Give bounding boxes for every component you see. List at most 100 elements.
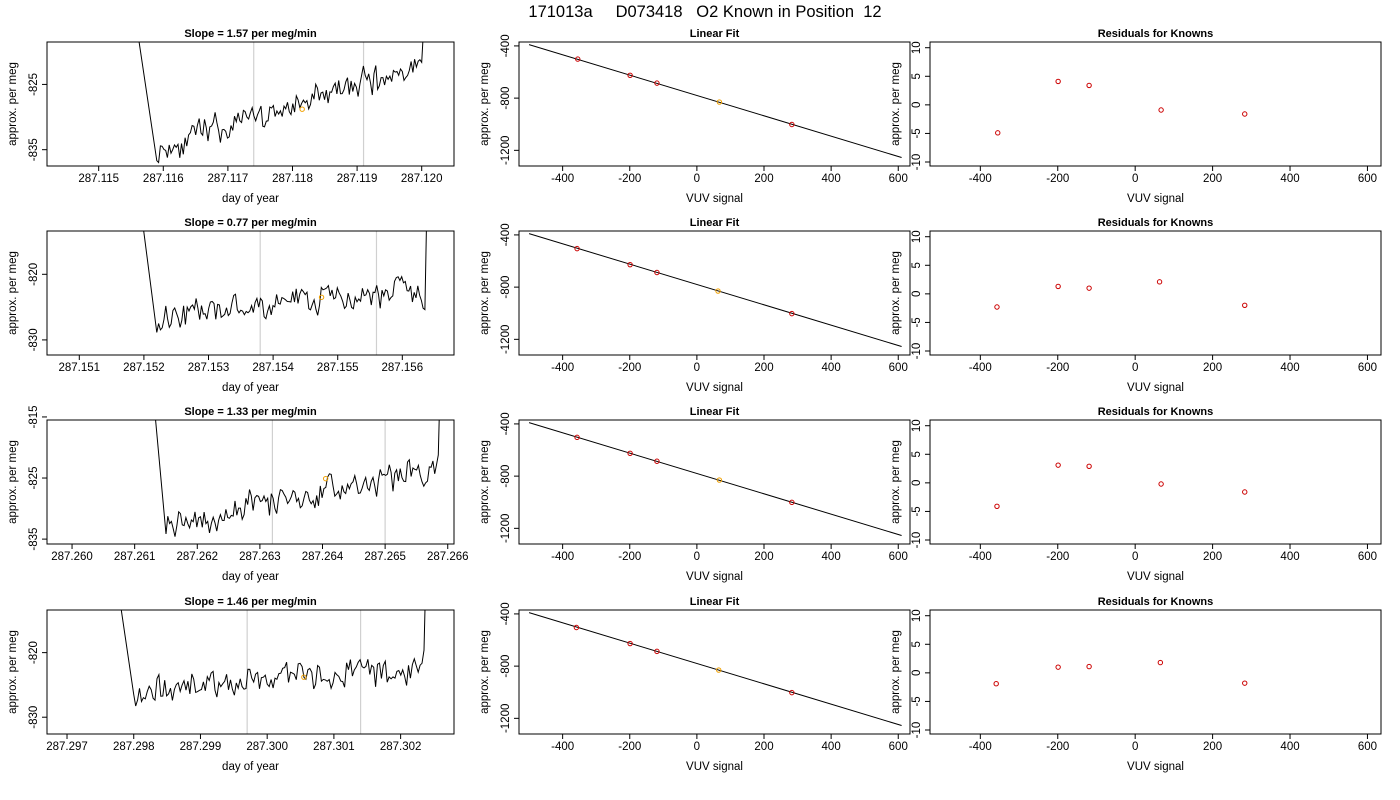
x-tick-label: 0: [694, 362, 700, 374]
data-point: [789, 121, 795, 128]
y-axis-label: approx. per meg: [7, 440, 19, 524]
residual-point: [995, 130, 1001, 136]
plot-area: [120, 610, 426, 734]
x-tick-label: 287.118: [272, 173, 313, 185]
plot-frame: [929, 419, 1382, 545]
y-tick-label: -10: [911, 722, 923, 739]
x-tick-label: 287.154: [252, 362, 294, 374]
y-tick-label: -815: [28, 405, 40, 428]
highlight-point: [715, 667, 722, 673]
x-tick-label: 0: [694, 551, 700, 563]
series-trace: [120, 610, 426, 707]
x-tick-label: 287.266: [427, 551, 469, 563]
x-axis-label: VUV signal: [1127, 761, 1184, 773]
y-tick-label: 0: [911, 670, 923, 676]
y-tick-label: -1200: [500, 514, 512, 543]
x-axis-label: VUV signal: [686, 761, 743, 773]
plot-frame: [518, 41, 911, 167]
y-tick-label: -5: [911, 696, 923, 706]
fit-line: [528, 44, 902, 158]
x-tick-label: 400: [1280, 362, 1299, 374]
x-axis-label: VUV signal: [1127, 382, 1184, 394]
plot-area: [528, 612, 902, 726]
x-tick-label: 0: [1132, 551, 1138, 563]
x-tick-label: 0: [694, 741, 700, 753]
x-tick-label: -200: [618, 362, 641, 374]
chart-title: Slope = 1.33 per meg/min: [184, 406, 317, 418]
x-tick-label: 200: [754, 173, 773, 185]
plot-area: [993, 659, 1248, 687]
y-axis-label: approx. per meg: [890, 630, 902, 714]
x-tick-label: 287.260: [51, 551, 93, 563]
plot-area: [994, 462, 1248, 509]
x-tick-label: -400: [551, 362, 574, 374]
y-tick-label: -10: [911, 532, 923, 549]
y-axis-label: approx. per meg: [479, 440, 491, 524]
x-tick-label: 287.152: [123, 362, 165, 374]
y-tick-label: -400: [500, 223, 512, 246]
x-tick-label: 287.156: [382, 362, 424, 374]
chart-title: Linear Fit: [690, 28, 740, 40]
residual-point: [1242, 302, 1248, 308]
plot-frame: [46, 230, 455, 356]
residual-point: [994, 503, 1000, 509]
x-tick-label: 287.264: [302, 551, 344, 563]
plot-area: [138, 42, 424, 166]
y-axis-label: approx. per meg: [7, 630, 19, 714]
fit-line: [528, 233, 902, 347]
data-point: [654, 80, 660, 86]
y-tick-label: 5: [911, 73, 923, 79]
residual-point: [1086, 463, 1092, 469]
x-tick-label: -400: [551, 551, 574, 563]
y-tick-label: -400: [500, 412, 512, 435]
x-tick-label: 200: [754, 741, 773, 753]
x-axis-label: day of year: [222, 193, 279, 205]
y-tick-label: -400: [500, 34, 512, 57]
y-tick-label: -10: [911, 343, 923, 360]
x-tick-label: 0: [1132, 173, 1138, 185]
highlight-point: [299, 106, 305, 112]
x-axis-label: VUV signal: [686, 571, 743, 583]
x-tick-label: 400: [1280, 551, 1299, 563]
y-tick-label: -1200: [500, 704, 512, 733]
y-tick-label: -800: [500, 276, 512, 299]
data-point: [574, 245, 580, 252]
chart-panel-r1-c3: Residuals for Knowns VUV signal approx. pe…: [890, 28, 1382, 205]
plot-frame: [46, 419, 455, 545]
data-point: [654, 269, 660, 276]
x-tick-label: 287.153: [188, 362, 230, 374]
y-tick-label: 10: [911, 609, 923, 622]
residual-point: [1055, 283, 1061, 290]
y-tick-label: 0: [911, 291, 923, 297]
residual-point: [1055, 462, 1061, 468]
residual-point: [1242, 680, 1248, 686]
y-axis-label: approx. per meg: [7, 62, 19, 146]
y-tick-label: 5: [911, 262, 923, 268]
y-axis-label: approx. per meg: [479, 62, 491, 146]
x-tick-label: 287.297: [46, 741, 88, 753]
plot-frame: [518, 609, 911, 735]
chart-panel-r1-c1: Slope = 1.57 per meg/min day of year appro…: [7, 28, 455, 205]
x-tick-label: 400: [822, 173, 841, 185]
x-tick-label: -400: [969, 551, 992, 563]
plot-frame: [929, 41, 1382, 167]
x-tick-label: -200: [618, 173, 641, 185]
series-trace: [155, 420, 440, 537]
residual-point: [993, 681, 999, 687]
x-axis-label: day of year: [222, 761, 279, 773]
chart-panel-r3-c1: Slope = 1.33 per meg/min day of year appro…: [7, 405, 469, 583]
highlight-point: [322, 475, 329, 482]
y-tick-label: -825: [28, 73, 40, 96]
x-tick-label: -200: [1046, 173, 1069, 185]
y-tick-label: -800: [500, 87, 512, 110]
chart-title: Slope = 1.46 per meg/min: [184, 596, 317, 608]
x-tick-label: 400: [822, 551, 841, 563]
data-point: [573, 624, 580, 631]
data-point: [789, 310, 795, 317]
data-point: [627, 261, 633, 268]
data-point: [575, 56, 581, 62]
x-tick-label: 287.261: [114, 551, 156, 563]
x-tick-label: 0: [1132, 741, 1138, 753]
y-tick-label: -825: [28, 467, 40, 490]
x-tick-label: 600: [889, 362, 908, 374]
